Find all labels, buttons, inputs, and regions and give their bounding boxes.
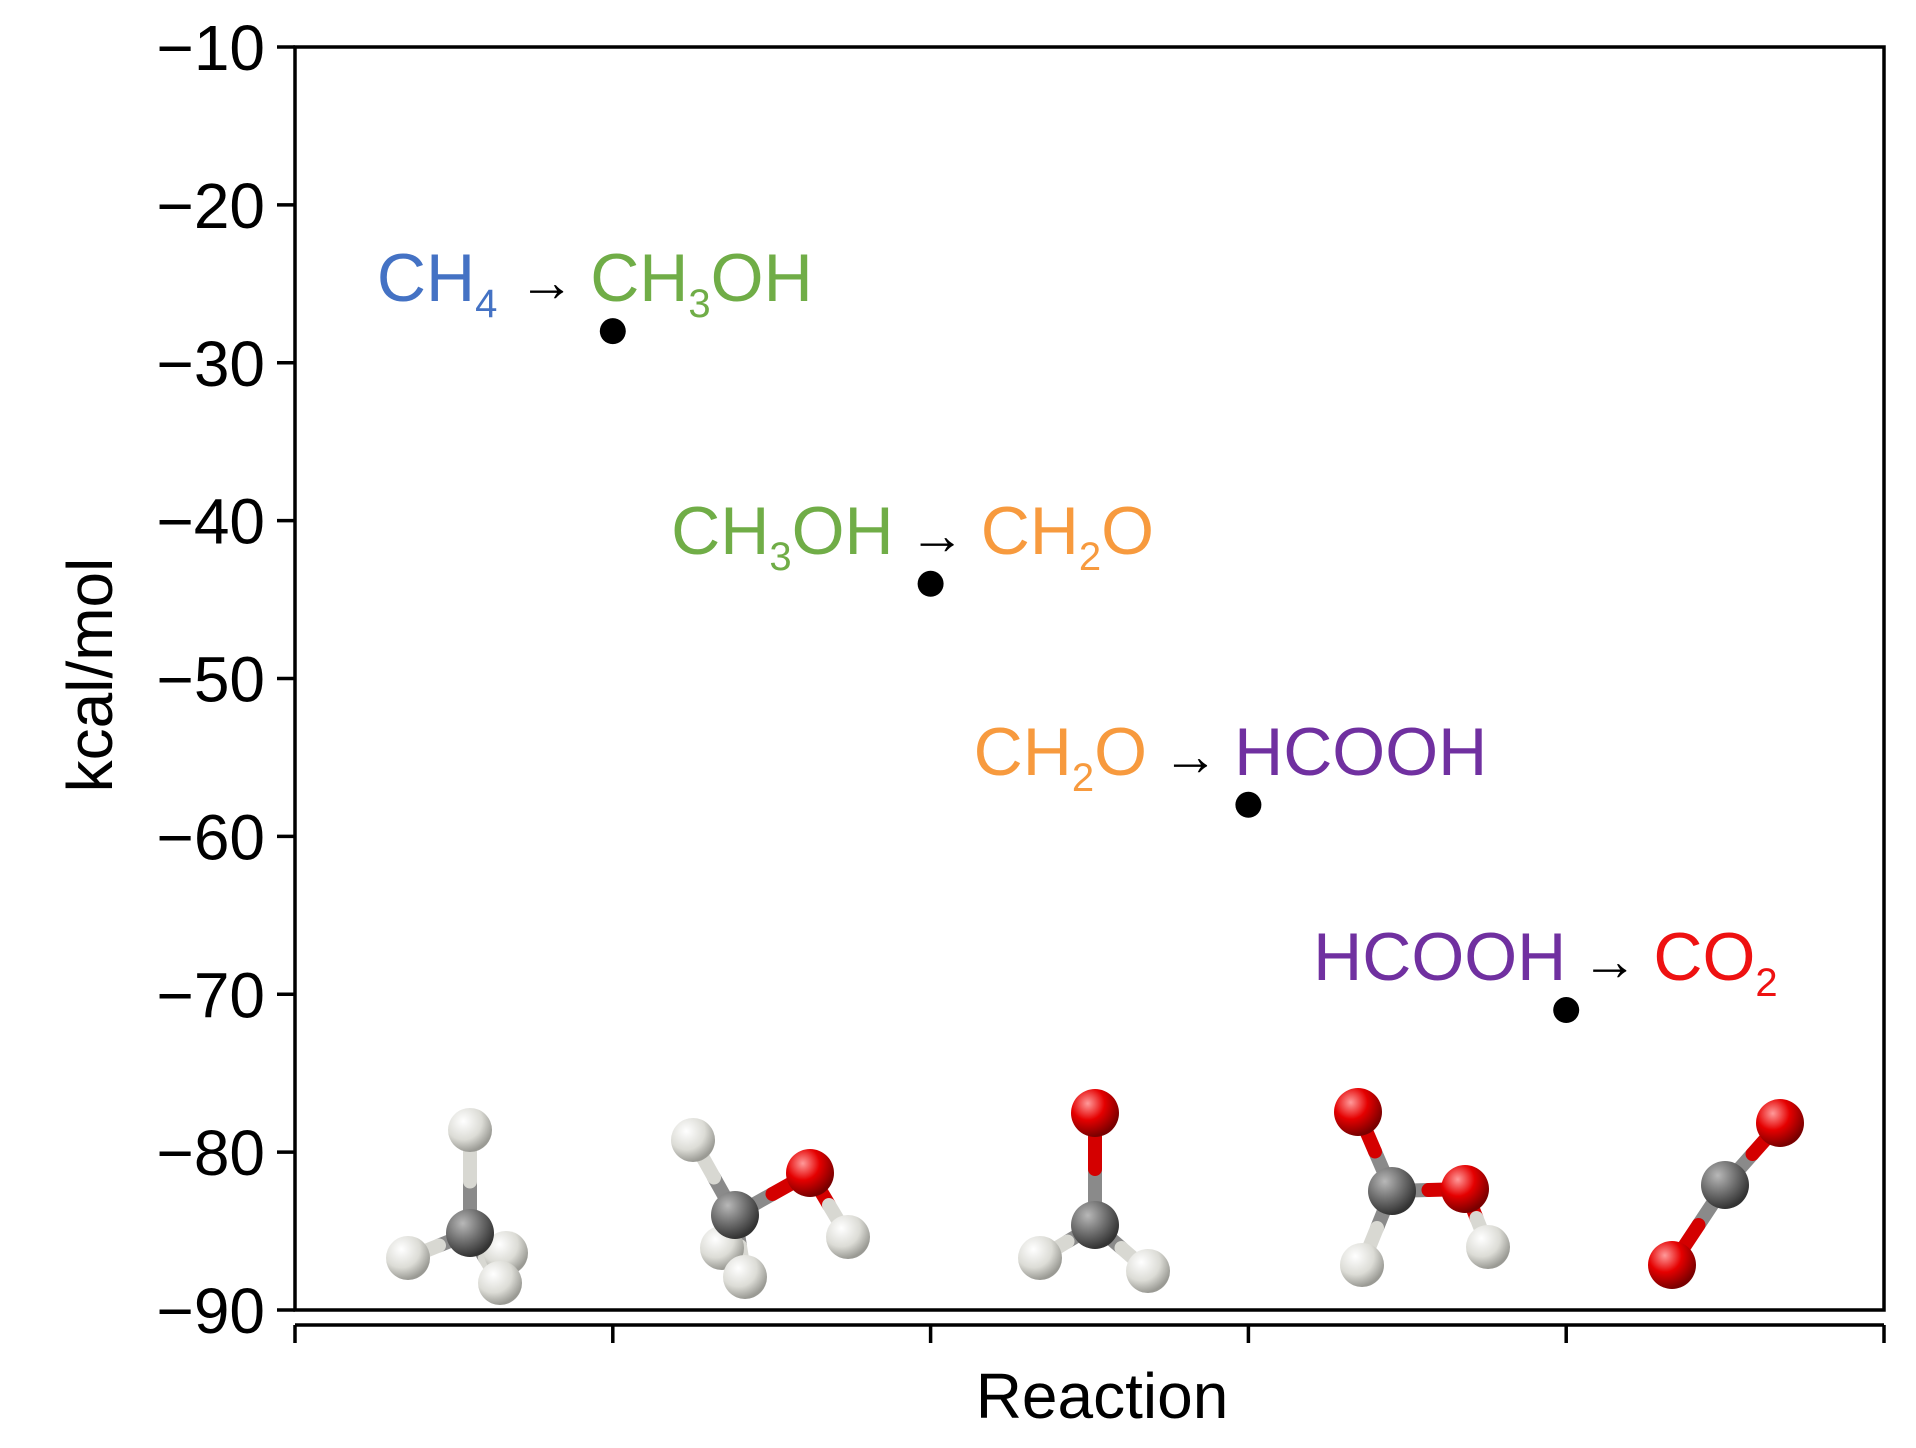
atom bbox=[386, 1236, 430, 1280]
x-axis-title: Reaction bbox=[976, 1360, 1229, 1432]
molecule-illustrations bbox=[386, 1088, 1804, 1305]
y-axis: −10 −20 −30 −40 −50 −60 −70 −80 −90 bbox=[156, 12, 295, 1347]
atom bbox=[1648, 1241, 1696, 1289]
atom bbox=[1756, 1099, 1804, 1147]
y-tick-label: −80 bbox=[156, 1117, 265, 1189]
y-tick-label: −30 bbox=[156, 328, 265, 400]
atom bbox=[671, 1118, 715, 1162]
atom bbox=[1466, 1225, 1510, 1269]
y-tick-label: −60 bbox=[156, 801, 265, 873]
atom bbox=[1441, 1165, 1489, 1213]
reaction-label: CH2O → HCOOH bbox=[974, 714, 1488, 800]
atom bbox=[1368, 1167, 1416, 1215]
atom bbox=[1334, 1088, 1382, 1136]
data-point bbox=[1553, 997, 1580, 1024]
data-point bbox=[917, 570, 944, 597]
atom bbox=[786, 1149, 834, 1197]
methane-molecule-icon bbox=[386, 1108, 528, 1305]
data-point bbox=[1235, 791, 1262, 818]
atom bbox=[1340, 1243, 1384, 1287]
atom bbox=[478, 1261, 522, 1305]
atom bbox=[1701, 1161, 1749, 1209]
reaction-label: HCOOH → CO2 bbox=[1313, 919, 1783, 1005]
atom bbox=[1071, 1201, 1119, 1249]
x-axis bbox=[293, 1323, 1886, 1343]
y-tick-label: −40 bbox=[156, 486, 265, 558]
formic-acid-molecule-icon bbox=[1334, 1088, 1510, 1287]
atom bbox=[1071, 1089, 1119, 1137]
y-tick-label: −90 bbox=[156, 1275, 265, 1347]
atom bbox=[711, 1191, 759, 1239]
data-points bbox=[599, 318, 1580, 1024]
y-tick-label: −20 bbox=[156, 170, 265, 242]
y-axis-title: kcal/mol bbox=[54, 558, 126, 793]
methanol-molecule-icon bbox=[671, 1118, 870, 1299]
atom bbox=[723, 1255, 767, 1299]
reaction-annotations: CH4 → CH3OH CH3OH → CH2O CH2O → HCOOH HCOOH… bbox=[377, 240, 1783, 1005]
atom bbox=[448, 1108, 492, 1152]
reaction-label: CH4 → CH3OH bbox=[377, 240, 813, 326]
atom bbox=[826, 1215, 870, 1259]
atom bbox=[1018, 1236, 1062, 1280]
y-tick-label: −70 bbox=[156, 959, 265, 1031]
y-tick-label: −50 bbox=[156, 644, 265, 716]
reaction-label: CH3OH → CH2O bbox=[671, 493, 1154, 579]
atom bbox=[1126, 1249, 1170, 1293]
y-tick-label: −10 bbox=[156, 12, 265, 84]
formaldehyde-molecule-icon bbox=[1018, 1089, 1170, 1293]
carbon-dioxide-molecule-icon bbox=[1648, 1099, 1804, 1289]
atom bbox=[446, 1209, 494, 1257]
data-point bbox=[599, 318, 626, 345]
